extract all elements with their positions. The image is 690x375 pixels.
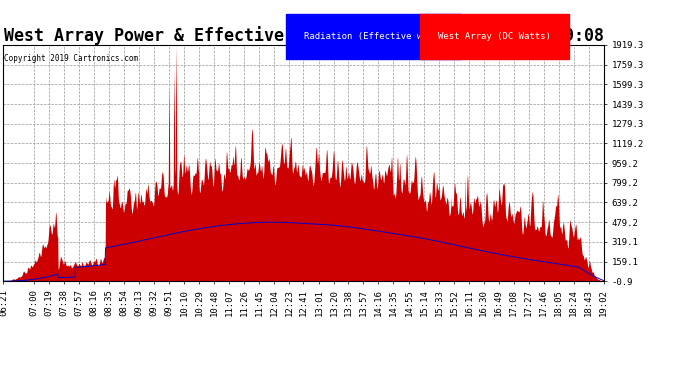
Title: West Array Power & Effective Solar Radiation Wed Sep 4 19:08: West Array Power & Effective Solar Radia… <box>3 26 604 45</box>
Text: West Array (DC Watts): West Array (DC Watts) <box>438 32 551 41</box>
Text: Radiation (Effective w/m2): Radiation (Effective w/m2) <box>304 32 444 41</box>
Text: Copyright 2019 Cartronics.com: Copyright 2019 Cartronics.com <box>4 54 138 63</box>
